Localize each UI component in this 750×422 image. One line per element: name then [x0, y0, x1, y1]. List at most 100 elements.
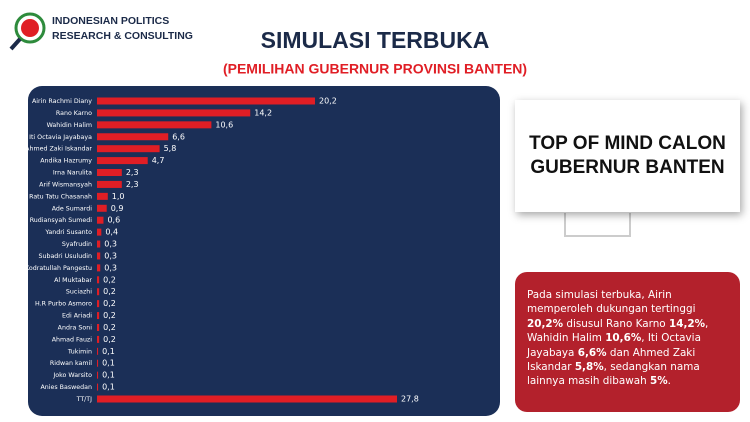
org-name: INDONESIAN POLITICS [52, 15, 170, 27]
summary-text: , Wahidin Halim [527, 317, 709, 345]
bar [97, 252, 101, 260]
chart-title: SIMULASI TERBUKA [261, 27, 490, 53]
bar [97, 359, 99, 367]
value-label: 0,1 [102, 371, 115, 380]
bar [97, 347, 99, 355]
summary-text: dan Ahmed Zaki Iskandar [527, 346, 696, 374]
value-label: 10,6 [215, 120, 233, 129]
value-label: 6,6 [172, 132, 185, 141]
category-label: Airin Rachmi Diany [32, 98, 92, 105]
value-label: 0,3 [104, 240, 117, 249]
bar [97, 157, 148, 165]
summary-text: . [667, 375, 671, 388]
category-label: Anies Baswedan [40, 384, 92, 391]
category-label: H.R Purbo Asmoro [35, 301, 92, 308]
value-label: 5,8 [164, 144, 177, 153]
bar [97, 109, 251, 117]
value-label: 1,0 [112, 192, 125, 201]
bar [97, 180, 122, 188]
bar [97, 335, 100, 343]
summary-highlight: 20,2% [527, 317, 564, 330]
chart-panel [28, 86, 500, 416]
bar [97, 323, 100, 331]
logo [9, 12, 46, 51]
bar [97, 240, 101, 248]
summary-highlight: 5,8% [574, 361, 604, 374]
category-label: Ade Kodratullah Pangestu [11, 265, 92, 272]
category-label: Irna Narulita [53, 170, 92, 177]
chart-subtitle: (PEMILIHAN GUBERNUR PROVINSI BANTEN) [223, 61, 527, 77]
summary: Pada simulasi terbuka, Airin memperoleh … [515, 272, 740, 412]
category-label: Ahmed Zaki Iskandar [25, 146, 92, 153]
category-label: Tukimin [67, 348, 92, 355]
bar [97, 383, 99, 391]
category-label: Subadri Usuludin [38, 253, 92, 260]
category-label: TT/TJ [76, 396, 93, 403]
category-label: Al Muktabar [54, 277, 92, 284]
bar [97, 192, 108, 200]
summary-highlight: 14,2% [668, 317, 706, 330]
org-name: RESEARCH & CONSULTING [52, 30, 193, 42]
value-label: 0,2 [103, 311, 116, 320]
value-label: 0,2 [103, 335, 116, 344]
value-label: 0,3 [104, 263, 117, 272]
bar [97, 133, 169, 141]
summary-text: Pada simulasi terbuka, Airin memperoleh … [527, 289, 696, 316]
category-label: Arif Wismansyah [39, 181, 92, 188]
category-label: Rano Karno [56, 110, 92, 117]
category-label: Iti Octavia Jayabaya [29, 134, 92, 141]
category-label: Andika Hazrumy [40, 158, 92, 165]
summary-text: , Iti Octavia Jayabaya [527, 332, 701, 359]
bar [97, 121, 212, 129]
summary-highlight: 10,6% [605, 332, 642, 345]
bar [97, 264, 101, 272]
value-label: 2,3 [126, 168, 139, 177]
bar [97, 97, 315, 105]
value-label: 0,4 [105, 228, 118, 237]
bar [97, 371, 99, 379]
bar [97, 395, 397, 403]
category-label: Wahidin Halim [47, 122, 92, 129]
category-label: Joko Warsito [52, 372, 92, 379]
value-label: 20,2 [319, 97, 337, 106]
category-label: Yandri Susanto [44, 229, 92, 236]
category-label: Gembong Rudiansyah Sumedi [0, 217, 92, 224]
category-label: Syafrudin [62, 241, 92, 248]
category-label: Ahmad Fauzi [52, 336, 92, 343]
callout: TOP OF MIND CALON GUBERNUR BANTEN [515, 100, 740, 212]
bar [97, 145, 160, 153]
value-label: 0,2 [103, 287, 116, 296]
callout-tail [564, 213, 631, 237]
category-label: Edi Ariadi [62, 313, 92, 320]
bar [97, 312, 100, 320]
bar [97, 288, 100, 296]
value-label: 0,1 [102, 359, 115, 368]
bar [97, 169, 122, 177]
summary-text: , sedangkan nama lainnya masih dibawah [527, 361, 700, 388]
value-label: 0,6 [107, 216, 120, 225]
bar [97, 300, 100, 308]
callout-heading: TOP OF MIND CALON GUBERNUR BANTEN [529, 133, 726, 178]
value-label: 0,2 [103, 299, 116, 308]
category-label: Ade Sumardi [52, 205, 93, 212]
summary-highlight: 6,6% [577, 346, 607, 359]
category-label: Suciazhi [66, 289, 92, 296]
bar [97, 228, 102, 236]
category-label: Ratu Tatu Chasanah [29, 193, 92, 200]
value-label: 0,1 [102, 347, 115, 356]
value-label: 0,1 [102, 383, 115, 392]
category-label: Ridwan kamil [50, 360, 92, 367]
value-label: 0,2 [103, 275, 116, 284]
value-label: 0,3 [104, 251, 117, 260]
value-label: 0,2 [103, 323, 116, 332]
bar [97, 216, 104, 224]
value-label: 2,3 [126, 180, 139, 189]
summary-text: disusul Rano Karno [563, 317, 669, 330]
bar [97, 204, 107, 212]
value-label: 0,9 [111, 204, 124, 213]
value-label: 27,8 [401, 395, 419, 404]
bar [97, 276, 100, 284]
summary-highlight: 5% [650, 375, 668, 388]
category-label: Andra Soni [58, 324, 93, 331]
